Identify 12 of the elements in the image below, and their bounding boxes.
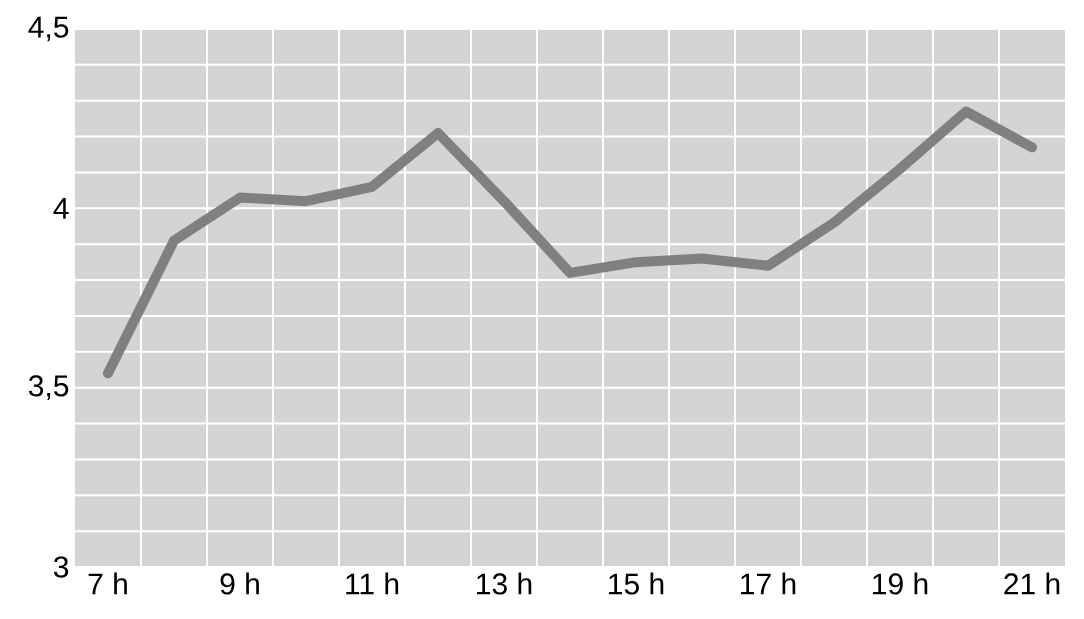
x-tick-label: 17 h [741, 572, 796, 595]
y-tick-label: 4,5 [28, 16, 69, 42]
y-tick-label: 3 [53, 556, 69, 578]
y-tick-label: 3,5 [28, 375, 69, 401]
x-tick-label: 9 h [220, 572, 259, 595]
x-tick-label: 13 h [477, 572, 532, 595]
y-tick-label: 4 [53, 198, 69, 219]
x-tick-label: 19 h [873, 572, 928, 595]
x-tick-label: 15 h [609, 572, 664, 595]
x-tick-label: 7 h [88, 572, 127, 595]
x-tick-label: 11 h [346, 572, 399, 595]
x-tick-label: 21 h [1004, 572, 1060, 595]
